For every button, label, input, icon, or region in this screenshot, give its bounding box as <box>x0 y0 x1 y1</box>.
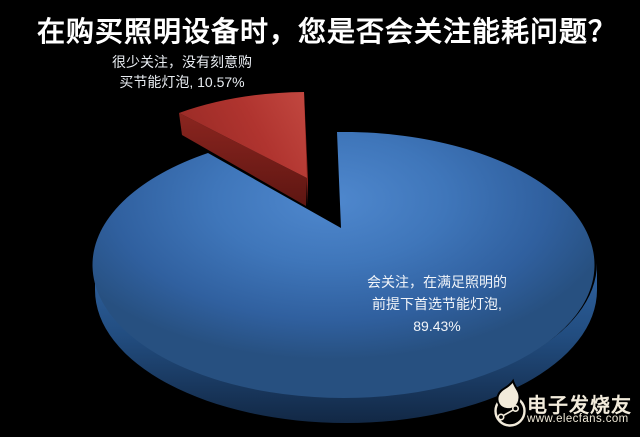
watermark-site-url: www.elecfans.com <box>527 413 629 425</box>
pie-slice-blue-rim <box>95 263 597 423</box>
chart-title: 在购买照明设备时，您是否会关注能耗问题？ <box>36 16 617 47</box>
red-slice-label-line2: 买节能灯泡, 10.57% <box>119 74 245 90</box>
blue-slice-label-line2: 前提下首选节能灯泡, <box>372 296 502 312</box>
pie-slice-blue <box>92 131 595 398</box>
red-slice-label-line1: 很少关注，没有刻意购 <box>112 54 252 70</box>
pie-slice-red-cut-face <box>304 92 308 205</box>
pie-slice-red <box>179 92 307 178</box>
pie-slice-red-side <box>179 113 307 206</box>
blue-slice-label: 会关注，在满足照明的 前提下首选节能灯泡, 89.43% <box>350 271 524 337</box>
elecfans-flame-circuit-logo-icon <box>494 378 526 427</box>
blue-slice-label-line1: 会关注，在满足照明的 <box>367 274 507 290</box>
watermark-site-name: 电子发烧友 <box>527 395 632 417</box>
blue-slice-label-line3: 89.43% <box>413 318 461 334</box>
red-slice-label: 很少关注，没有刻意购 买节能灯泡, 10.57% <box>94 52 270 92</box>
